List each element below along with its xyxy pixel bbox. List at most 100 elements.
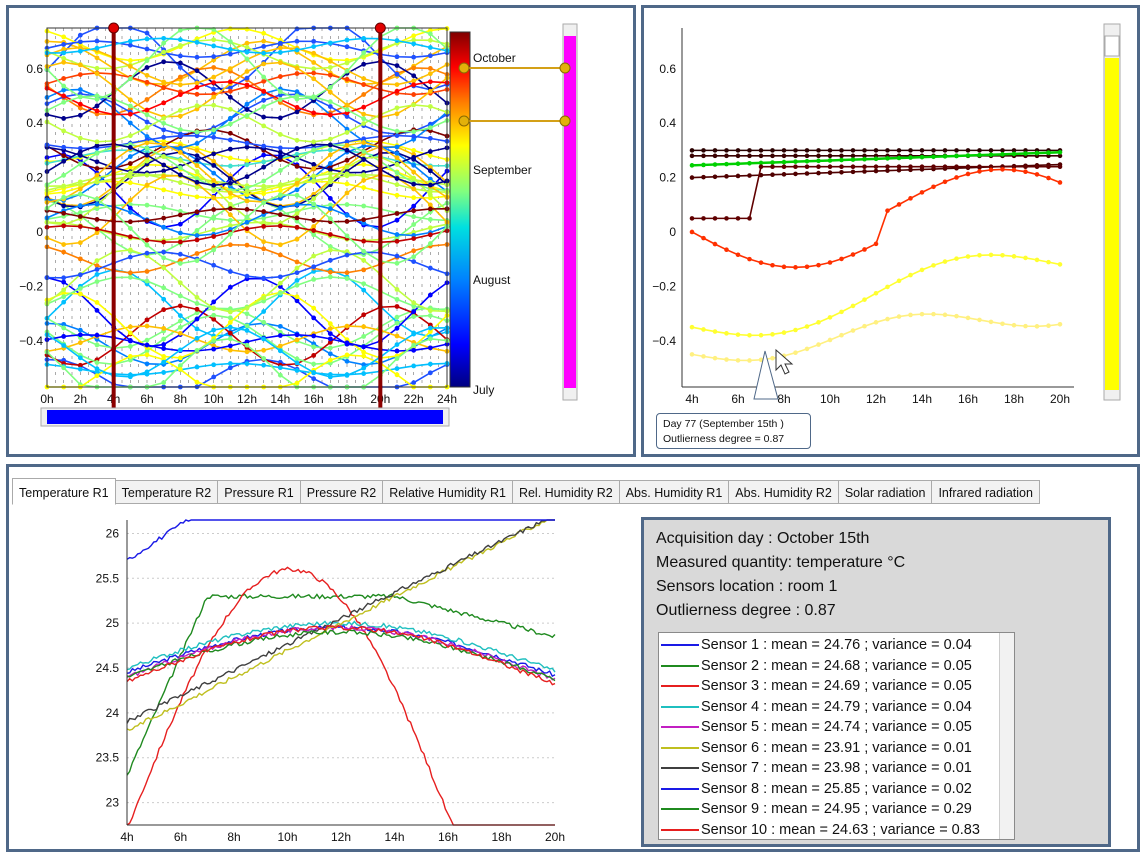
colorbar-label: October bbox=[473, 51, 516, 65]
legend-item[interactable]: Sensor 5 : mean = 24.74 ; variance = 0.0… bbox=[661, 717, 972, 737]
x-tick-label: 16h bbox=[958, 392, 978, 406]
quantity-tabs: Temperature R1 Temperature R2 Pressure R… bbox=[12, 478, 1040, 506]
overview-curves bbox=[44, 25, 450, 390]
detail-scrollbar-thumb[interactable] bbox=[1105, 58, 1119, 390]
overview-panel: 0h2h4h6h8h10h12h14h16h18h20h22h24h 0.60.… bbox=[6, 5, 636, 457]
x-tick-label: 8h bbox=[777, 392, 790, 406]
x-tick-label: 4h bbox=[120, 830, 133, 844]
overview-chart[interactable]: 0h2h4h6h8h10h12h14h16h18h20h22h24h 0.60.… bbox=[9, 8, 633, 454]
x-tick-label: 12h bbox=[866, 392, 886, 406]
legend-item[interactable]: Sensor 7 : mean = 23.98 ; variance = 0.0… bbox=[661, 758, 972, 778]
y-tick-label: −0.4 bbox=[652, 334, 676, 348]
x-tick-label: 14h bbox=[912, 392, 932, 406]
range-handle-lower[interactable] bbox=[458, 115, 470, 127]
y-tick-label: −0.2 bbox=[652, 279, 676, 293]
y-tick-label: 26 bbox=[106, 526, 120, 540]
y-tick-label: 0.6 bbox=[26, 62, 43, 76]
tab-temperature-r1[interactable]: Temperature R1 bbox=[12, 478, 116, 505]
x-tick-label: 10h bbox=[277, 830, 297, 844]
x-tick-label: 18h bbox=[337, 392, 357, 406]
x-tick-label: 22h bbox=[404, 392, 424, 406]
measured-quantity: Measured quantity: temperature °C bbox=[656, 554, 906, 571]
x-tick-label: 4h bbox=[685, 392, 698, 406]
x-tick-label: 18h bbox=[1004, 392, 1024, 406]
range-scrollbar-thumb[interactable] bbox=[564, 36, 576, 388]
y-tick-label: 23 bbox=[106, 796, 120, 810]
legend-swatch bbox=[661, 726, 699, 728]
tab-relative-humidity-r1[interactable]: Relative Humidity R1 bbox=[383, 480, 513, 504]
sensor-curve bbox=[126, 624, 556, 681]
month-colorbar bbox=[449, 31, 471, 388]
x-tick-label: 16h bbox=[304, 392, 324, 406]
sensor-curve bbox=[126, 593, 556, 776]
legend-scrollbar[interactable] bbox=[999, 633, 1014, 839]
tab-abs-humidity-r1[interactable]: Abs. Humidity R1 bbox=[619, 480, 730, 504]
x-tick-label: 6h bbox=[174, 830, 187, 844]
x-tick-label: 16h bbox=[438, 830, 458, 844]
legend-swatch bbox=[661, 685, 699, 687]
outlierness-degree: Outlierness degree : 0.87 bbox=[656, 602, 836, 619]
sensor-legend[interactable]: Sensor 1 : mean = 24.76 ; variance = 0.0… bbox=[658, 632, 1015, 840]
sensor-chart: 4h 6h 8h 10h 12h 14h 16h 18h 20h 26 25.5 25 24.5 24 2… bbox=[96, 519, 565, 844]
legend-item[interactable]: Sensor 3 : mean = 24.69 ; variance = 0.0… bbox=[661, 676, 972, 696]
tab-pressure-r2[interactable]: Pressure R2 bbox=[300, 480, 384, 504]
y-tick-label: 0.2 bbox=[26, 171, 43, 185]
legend-label: Sensor 7 : mean = 23.98 ; variance = 0.0… bbox=[701, 760, 972, 776]
legend-item[interactable]: Sensor 9 : mean = 24.95 ; variance = 0.2… bbox=[661, 799, 972, 819]
y-tick-label: 25.5 bbox=[96, 571, 120, 585]
x-tick-label: 12h bbox=[331, 830, 351, 844]
tooltip-day: Day 77 (September 15th ) bbox=[663, 418, 784, 430]
legend-swatch bbox=[661, 787, 699, 790]
legend-item[interactable]: Sensor 2 : mean = 24.68 ; variance = 0.0… bbox=[661, 656, 972, 676]
outlier-tooltip: Day 77 (September 15th ) Outlierness deg… bbox=[656, 413, 811, 449]
legend-item[interactable]: Sensor 6 : mean = 23.91 ; variance = 0.0… bbox=[661, 738, 972, 758]
legend-label: Sensor 10 : mean = 24.63 ; variance = 0.… bbox=[701, 821, 980, 838]
range-handle-upper[interactable] bbox=[458, 62, 470, 74]
detail-chart[interactable]: 4h 6h 8h 10h 12h 14h 16h 18h 20h 0.6 0.4 0.2 0 −0.2 −… bbox=[644, 8, 1137, 454]
legend-label: Sensor 6 : mean = 23.91 ; variance = 0.0… bbox=[701, 739, 972, 756]
tab-pressure-r1[interactable]: Pressure R1 bbox=[218, 480, 301, 504]
tab-infrared-radiation[interactable]: Infrared radiation bbox=[932, 480, 1040, 504]
x-tick-label: 2h bbox=[74, 392, 87, 406]
x-tick-label: 10h bbox=[820, 392, 840, 406]
x-tick-label: 6h bbox=[140, 392, 153, 406]
time-scrollbar-thumb[interactable] bbox=[47, 410, 443, 424]
tab-abs-humidity-r2[interactable]: Abs. Humidity R2 bbox=[729, 480, 839, 504]
tab-rel-humidity-r2[interactable]: Rel. Humidity R2 bbox=[512, 480, 620, 504]
x-tick-label: 10h bbox=[204, 392, 224, 406]
x-tick-label: 18h bbox=[491, 830, 511, 844]
legend-item[interactable]: Sensor 10 : mean = 24.63 ; variance = 0.… bbox=[661, 820, 980, 840]
colorbar-label: July bbox=[473, 383, 494, 397]
y-tick-label: −0.4 bbox=[19, 334, 43, 348]
y-tick-label: 0 bbox=[669, 225, 676, 239]
sensor-curve bbox=[126, 519, 555, 560]
x-tick-label: 14h bbox=[384, 830, 404, 844]
y-tick-label: 23.5 bbox=[96, 751, 120, 765]
detail-curves bbox=[689, 148, 1063, 363]
y-tick-label: 0.6 bbox=[659, 62, 676, 76]
y-tick-label: 0.2 bbox=[659, 171, 676, 185]
legend-swatch bbox=[661, 828, 699, 831]
x-tick-label: 8h bbox=[174, 392, 187, 406]
sensors-location: Sensors location : room 1 bbox=[656, 578, 838, 595]
legend-item[interactable]: Sensor 4 : mean = 24.79 ; variance = 0.0… bbox=[661, 697, 972, 717]
detail-panel: 4h 6h 8h 10h 12h 14h 16h 18h 20h 0.6 0.4 0.2 0 −0.2 −… bbox=[641, 5, 1140, 457]
mouse-cursor-icon bbox=[775, 348, 794, 375]
legend-swatch bbox=[661, 808, 699, 810]
y-tick-label: 0 bbox=[36, 225, 43, 239]
x-tick-label: 24h bbox=[437, 392, 457, 406]
legend-swatch bbox=[661, 664, 699, 667]
legend-item[interactable]: Sensor 8 : mean = 25.85 ; variance = 0.0… bbox=[661, 779, 972, 799]
x-tick-label: 6h bbox=[731, 392, 744, 406]
x-tick-label: 20h bbox=[545, 830, 565, 844]
legend-item[interactable]: Sensor 1 : mean = 24.76 ; variance = 0.0… bbox=[661, 635, 972, 655]
legend-label: Sensor 5 : mean = 24.74 ; variance = 0.0… bbox=[701, 719, 972, 735]
legend-swatch bbox=[661, 767, 699, 769]
tab-solar-radiation[interactable]: Solar radiation bbox=[838, 480, 933, 504]
tab-temperature-r2[interactable]: Temperature R2 bbox=[115, 480, 219, 504]
sensor-curves bbox=[126, 519, 556, 826]
x-tick-label: 8h bbox=[227, 830, 240, 844]
y-tick-label: 24.5 bbox=[96, 661, 120, 675]
y-tick-label: 24 bbox=[106, 706, 120, 720]
y-tick-label: 25 bbox=[106, 616, 120, 630]
